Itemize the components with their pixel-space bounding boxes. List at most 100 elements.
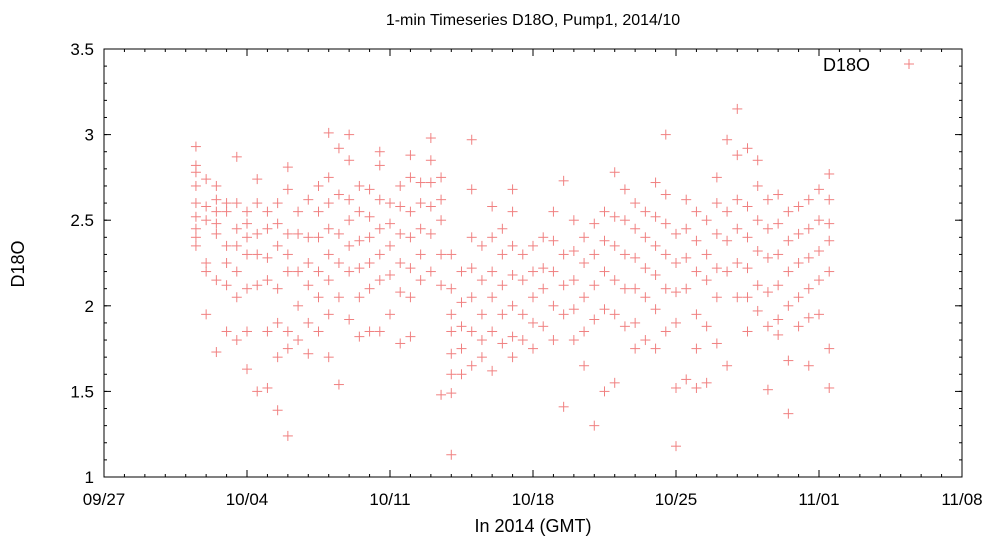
data-point bbox=[517, 335, 528, 346]
data-point bbox=[609, 211, 620, 222]
axis-ticks: 1 1.5 2 2.5 3 3.5 09/27 10/04 10/11 10/18 10/25 11/… bbox=[70, 40, 982, 509]
data-point bbox=[824, 194, 835, 205]
data-point bbox=[568, 246, 579, 257]
data-point bbox=[732, 258, 743, 268]
data-point bbox=[313, 326, 324, 337]
data-point bbox=[640, 206, 651, 217]
data-point bbox=[507, 331, 518, 342]
data-point bbox=[272, 240, 283, 251]
data-point bbox=[252, 228, 263, 239]
data-point bbox=[436, 249, 447, 260]
data-point bbox=[242, 232, 252, 243]
data-point bbox=[374, 326, 385, 337]
data-point bbox=[293, 206, 304, 217]
data-point bbox=[752, 180, 763, 191]
data-point bbox=[323, 172, 334, 183]
data-point bbox=[681, 252, 692, 263]
data-point bbox=[793, 321, 804, 332]
data-point bbox=[538, 321, 549, 332]
data-point bbox=[354, 206, 365, 217]
data-point bbox=[333, 292, 344, 303]
data-point bbox=[466, 360, 477, 371]
data-point bbox=[497, 309, 508, 320]
data-point bbox=[589, 420, 600, 431]
data-point bbox=[201, 258, 212, 268]
data-point bbox=[650, 343, 661, 354]
data-point bbox=[476, 352, 487, 363]
data-point bbox=[640, 335, 651, 346]
data-point bbox=[364, 184, 375, 195]
data-point bbox=[436, 280, 447, 291]
data-point bbox=[282, 249, 293, 260]
data-point bbox=[385, 240, 395, 251]
data-point bbox=[364, 258, 375, 268]
data-point bbox=[221, 240, 232, 251]
data-point bbox=[405, 150, 416, 161]
data-point bbox=[456, 321, 467, 332]
data-point bbox=[333, 143, 344, 154]
data-point bbox=[221, 280, 232, 291]
data-point bbox=[476, 309, 487, 320]
data-point bbox=[742, 326, 753, 337]
data-point bbox=[773, 218, 784, 229]
data-point bbox=[579, 326, 590, 337]
data-point bbox=[211, 180, 222, 191]
data-point bbox=[262, 206, 273, 217]
data-point bbox=[660, 249, 671, 260]
data-point bbox=[344, 155, 355, 166]
data-point bbox=[446, 283, 457, 294]
data-point bbox=[671, 258, 681, 268]
data-point bbox=[344, 194, 355, 205]
data-point bbox=[803, 223, 814, 234]
data-point bbox=[824, 266, 835, 277]
data-point bbox=[323, 127, 334, 138]
data-point bbox=[344, 129, 355, 140]
data-point bbox=[272, 352, 283, 363]
data-point bbox=[517, 275, 528, 286]
data-point bbox=[446, 309, 457, 320]
data-point bbox=[671, 317, 681, 328]
data-point bbox=[824, 343, 835, 354]
data-point bbox=[711, 263, 722, 274]
data-point bbox=[364, 232, 375, 243]
data-point bbox=[650, 240, 661, 251]
data-point bbox=[691, 235, 702, 246]
data-point bbox=[650, 211, 661, 222]
data-point bbox=[568, 275, 579, 286]
data-point bbox=[568, 304, 579, 315]
x-tick-label: 11/01 bbox=[798, 490, 839, 509]
data-point bbox=[803, 360, 814, 371]
data-point bbox=[252, 174, 263, 185]
data-point bbox=[507, 300, 518, 311]
data-point bbox=[293, 300, 304, 311]
data-point bbox=[660, 326, 671, 337]
data-point bbox=[558, 249, 569, 260]
data-point bbox=[446, 388, 457, 399]
data-point bbox=[293, 228, 304, 239]
data-point bbox=[528, 343, 538, 354]
data-point bbox=[211, 347, 222, 358]
data-point bbox=[242, 326, 252, 337]
x-tick-label: 11/08 bbox=[941, 490, 982, 509]
data-point bbox=[579, 360, 590, 371]
data-point bbox=[323, 309, 334, 320]
data-point bbox=[783, 355, 794, 366]
data-point bbox=[425, 133, 436, 144]
y-tick-label: 1 bbox=[85, 468, 94, 487]
data-point bbox=[374, 249, 385, 260]
data-point bbox=[773, 189, 784, 200]
data-point bbox=[783, 300, 794, 311]
data-point bbox=[742, 201, 753, 212]
legend: D18O bbox=[823, 55, 914, 75]
data-point bbox=[814, 275, 824, 286]
data-point bbox=[538, 232, 549, 243]
data-point bbox=[660, 189, 671, 200]
data-point bbox=[742, 263, 753, 274]
data-point bbox=[201, 309, 212, 320]
data-point bbox=[762, 223, 773, 234]
data-point bbox=[282, 430, 293, 441]
data-point bbox=[773, 249, 784, 260]
data-point bbox=[201, 215, 212, 226]
data-point bbox=[344, 314, 355, 325]
data-point bbox=[374, 275, 385, 286]
